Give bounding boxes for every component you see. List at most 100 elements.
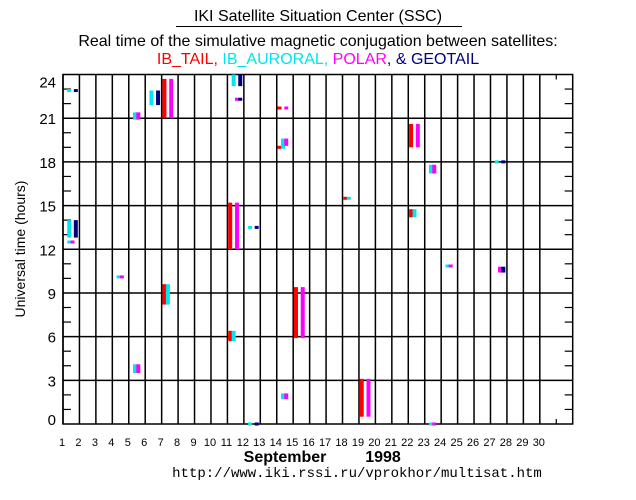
x-tick-label: 22 (401, 437, 413, 449)
interval-ib-auroral (165, 284, 170, 305)
satellite-legend: IB_TAIL, IB_AURORAL, POLAR, & GEOTAIL (157, 51, 479, 68)
tick-labels: 1 2 3 4 5 6 7 8 9 10 11 12 13 14 15 16 17 18 19 20 21 22 23 24 2… (39, 75, 545, 450)
y-tick-label: 6 (48, 330, 56, 347)
chart-subtitle: Real time of the simulative magnetic con… (78, 33, 557, 50)
interval-polar (284, 138, 289, 146)
interval-geotail (238, 74, 243, 87)
x-tick-label: 25 (450, 437, 462, 449)
interval-polar (136, 112, 141, 120)
interval-ib-auroral (231, 74, 236, 87)
interval-ib-tail (359, 378, 364, 417)
x-tick-label: 7 (158, 437, 164, 449)
interval-polar (366, 378, 371, 417)
interval-geotail (73, 89, 78, 93)
data-marks (67, 74, 506, 426)
x-tick-label: 5 (125, 437, 131, 449)
x-tick-label: 23 (418, 437, 430, 449)
legend-part: POLAR (333, 51, 387, 68)
x-tick-label: 9 (190, 437, 196, 449)
legend-part: , (324, 51, 333, 68)
interval-geotail (501, 266, 506, 273)
x-tick-label: 18 (335, 437, 347, 449)
plot-frame (62, 73, 574, 425)
interval-polar (234, 202, 239, 250)
interval-ib-auroral (231, 330, 236, 341)
interval-ib-tail (343, 196, 348, 200)
legend-part: , (214, 51, 223, 68)
interval-polar (300, 287, 305, 339)
interval-ib-auroral (67, 240, 72, 244)
interval-geotail (254, 225, 259, 229)
interval-ib-tail (228, 330, 233, 341)
legend-part: IB_AURORAL (222, 51, 323, 68)
interval-ib-auroral (412, 209, 417, 218)
interval-ib-tail (162, 78, 167, 119)
x-tick-label: 26 (467, 437, 479, 449)
interval-geotail (501, 160, 506, 164)
x-tick-label: 29 (516, 437, 528, 449)
page-title: IKI Satellite Situation Center (SSC) (194, 8, 442, 25)
interval-ib-auroral (445, 264, 450, 268)
x-tick-label: 17 (319, 437, 331, 449)
interval-ib-tail (293, 287, 298, 339)
interval-polar (70, 240, 75, 244)
interval-ib-auroral (133, 112, 138, 120)
legend-part: , & (387, 51, 411, 68)
interval-ib-auroral (428, 164, 433, 174)
interval-ib-tail (228, 202, 233, 250)
interval-ib-auroral (133, 364, 138, 374)
interval-polar (498, 266, 503, 273)
interval-ib-auroral (149, 90, 154, 106)
source-url-link[interactable]: http://www.iki.rssi.ru/vprokhor/multisat… (172, 466, 542, 482)
x-tick-label: 11 (221, 437, 232, 449)
interval-polar (432, 164, 437, 174)
interval-ib-auroral (67, 89, 72, 93)
x-tick-label: 27 (483, 437, 495, 449)
interval-ib-auroral (494, 160, 499, 164)
x-tick-label: 19 (352, 437, 364, 449)
interval-ib-auroral (67, 220, 72, 238)
y-tick-label: 9 (48, 286, 56, 303)
x-axis-month: September (244, 449, 327, 466)
x-tick-label: 28 (500, 437, 512, 449)
interval-polar (284, 106, 289, 110)
interval-ib-tail (409, 124, 414, 148)
x-tick-label: 8 (174, 437, 180, 449)
x-tick-label: 6 (141, 437, 147, 449)
interval-polar (284, 393, 289, 400)
interval-polar (136, 364, 141, 374)
interval-ib-auroral (280, 393, 285, 400)
x-tick-label: 21 (385, 437, 397, 449)
legend-part: GEOTAIL (411, 51, 479, 68)
interval-ib-auroral (428, 422, 433, 426)
interval-polar (432, 422, 437, 426)
interval-ib-tail (277, 145, 282, 149)
y-tick-label: 24 (39, 75, 56, 92)
y-axis-title: Universal time (hours) (12, 181, 28, 318)
x-tick-label: 15 (286, 437, 298, 449)
x-axis-year: 1998 (365, 449, 401, 466)
interval-ib-auroral (248, 422, 253, 426)
interval-ib-auroral (280, 138, 285, 149)
x-tick-label: 1 (59, 437, 65, 449)
x-tick-label: 16 (303, 437, 315, 449)
x-tick-label: 13 (253, 437, 265, 449)
interval-polar (119, 275, 124, 279)
grid (62, 73, 574, 425)
interval-ib-auroral (116, 275, 121, 279)
x-tick-label: 3 (92, 437, 98, 449)
x-tick-label: 20 (368, 437, 380, 449)
interval-ib-auroral (346, 196, 351, 200)
x-tick-label: 12 (237, 437, 249, 449)
interval-polar (415, 124, 420, 148)
y-tick-label: 15 (39, 199, 56, 216)
x-tick-label: 2 (75, 437, 81, 449)
interval-geotail (238, 97, 243, 101)
interval-polar (169, 78, 174, 119)
y-tick-label: 0 (48, 412, 56, 429)
x-tick-label: 30 (533, 437, 545, 449)
x-tick-label: 24 (434, 437, 446, 449)
interval-ib-tail (277, 106, 282, 110)
y-tick-label: 3 (48, 373, 56, 390)
